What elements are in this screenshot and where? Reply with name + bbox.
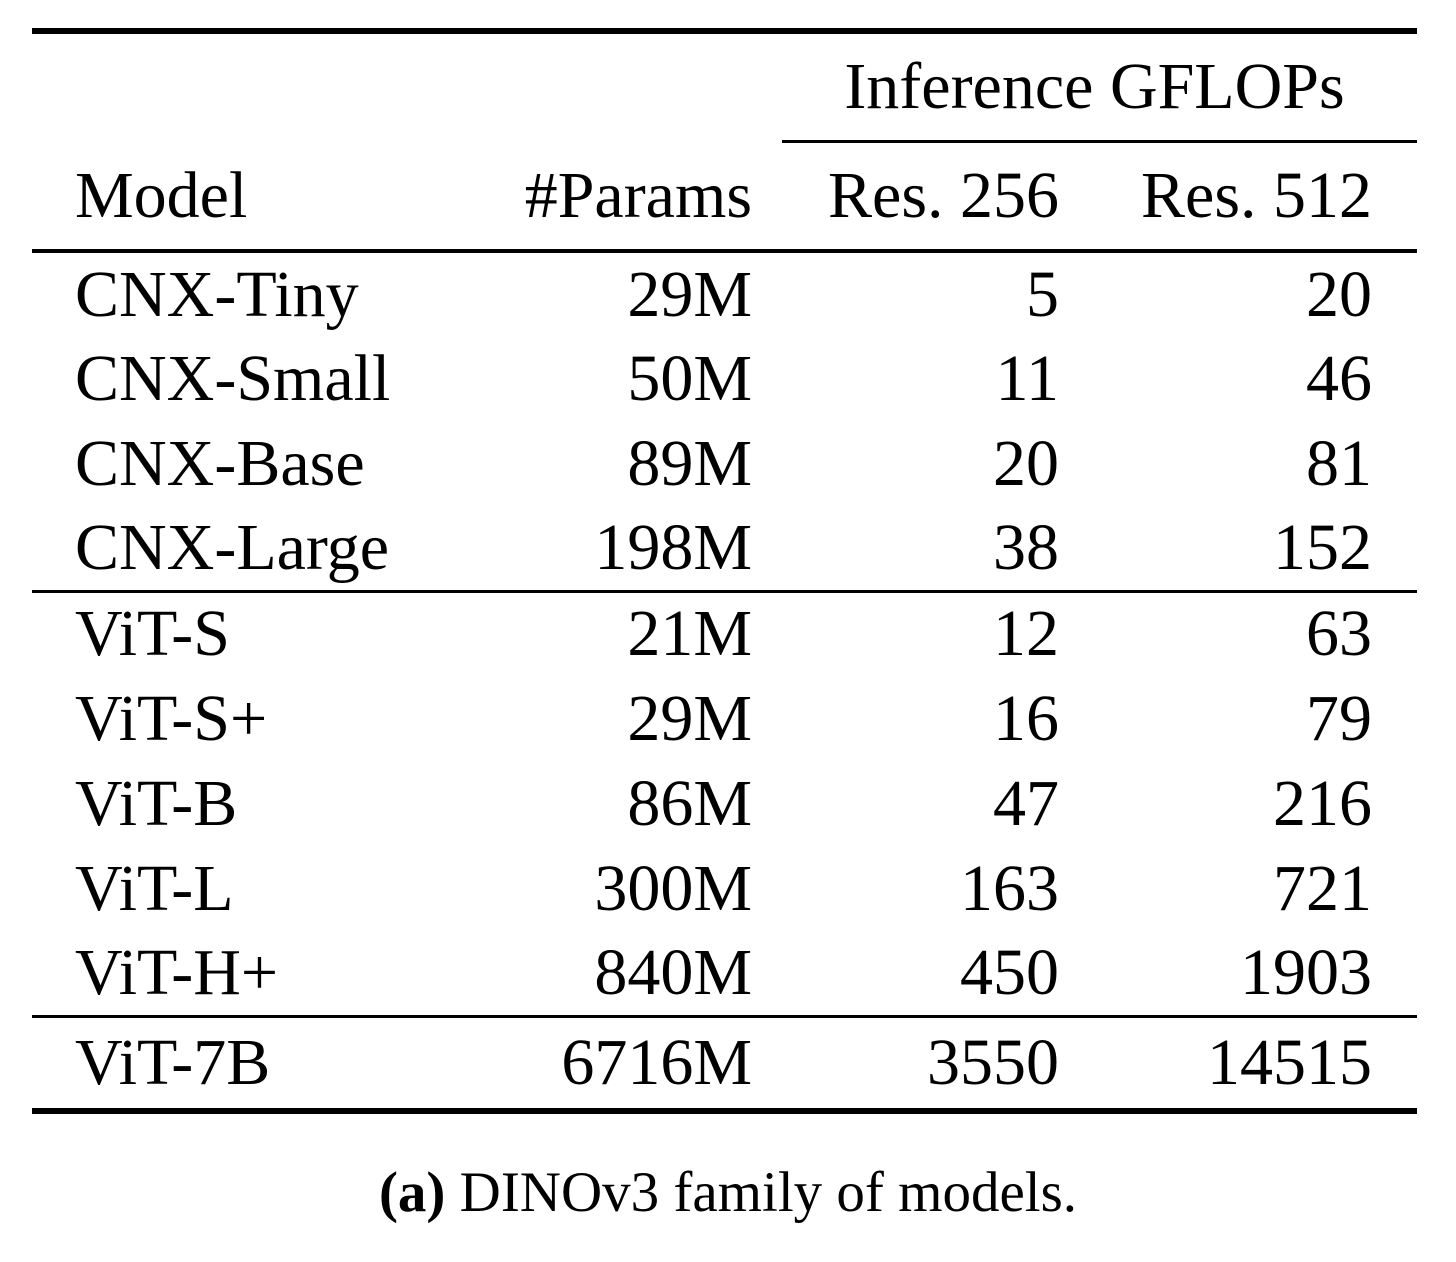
column-header-row: Model #Params Res. 256 Res. 512 xyxy=(32,143,1418,253)
params-cell: 198M xyxy=(594,510,752,584)
model-cell: ViT-H+ xyxy=(75,935,279,1009)
model-cell: ViT-7B xyxy=(32,1014,492,1111)
params-cell: 50M xyxy=(627,341,752,415)
res512-cell: 152 xyxy=(1273,510,1373,584)
res256-cell: 11 xyxy=(995,341,1059,415)
table-row-cnx-large: CNX-Large 198M 38 152 xyxy=(32,506,1417,591)
res256-cell: 16 xyxy=(993,681,1059,755)
model-cell: ViT-S+ xyxy=(75,681,268,755)
res512-cell: 14515 xyxy=(1059,1014,1418,1111)
caption-text: DINOv3 family of models. xyxy=(459,1161,1078,1224)
params-cell: 29M xyxy=(627,257,752,331)
res512-cell: 216 xyxy=(1273,766,1373,840)
table-row-vit-s-plus: ViT-S+ 29M 16 79 xyxy=(32,676,1417,761)
table-row-cnx-base: CNX-Base 89M 20 81 xyxy=(32,421,1417,506)
table-row-vit-s: ViT-S 21M 12 63 xyxy=(32,589,1418,676)
model-cell: ViT-S xyxy=(32,589,492,676)
model-cell: ViT-L xyxy=(75,851,234,925)
span-header-spacer xyxy=(32,31,752,143)
res512-cell: 721 xyxy=(1273,851,1373,925)
res512-cell: 63 xyxy=(1059,589,1418,676)
params-cell: 29M xyxy=(627,681,752,755)
span-header-cell: Inference GFLOPs xyxy=(752,31,1418,143)
res512-cell: 20 xyxy=(1306,257,1373,331)
res256-cell: 20 xyxy=(993,426,1059,500)
model-cell: ViT-B xyxy=(75,766,238,840)
res512-cell: 1903 xyxy=(1240,935,1373,1009)
res256-cell: 5 xyxy=(1026,257,1059,331)
column-header-res256: Res. 256 xyxy=(752,143,1059,253)
caption-label: (a) xyxy=(378,1161,446,1224)
model-table: Inference GFLOPs Model #Params Res. 256 … xyxy=(32,28,1418,1114)
column-header-model: Model xyxy=(32,143,492,253)
table-row-cnx-small: CNX-Small 50M 11 46 xyxy=(32,336,1417,421)
res256-cell: 47 xyxy=(993,766,1059,840)
res256-cell: 163 xyxy=(960,851,1059,925)
res512-cell: 46 xyxy=(1306,341,1373,415)
res256-cell: 3550 xyxy=(752,1014,1059,1111)
params-cell: 840M xyxy=(594,935,752,1009)
model-cell: CNX-Tiny xyxy=(75,257,359,331)
table-caption: (a) DINOv3 family of models. xyxy=(0,1160,1456,1225)
res512-cell: 81 xyxy=(1306,426,1373,500)
params-cell: 21M xyxy=(492,589,752,676)
table-row-vit-7b: ViT-7B 6716M 3550 14515 xyxy=(32,1014,1418,1111)
res256-cell: 450 xyxy=(960,935,1059,1009)
params-cell: 6716M xyxy=(492,1014,752,1111)
model-cell: CNX-Small xyxy=(75,341,391,415)
res256-cell: 38 xyxy=(993,510,1059,584)
res512-cell: 79 xyxy=(1306,681,1373,755)
table-row-cnx-tiny: CNX-Tiny 29M 5 20 xyxy=(32,251,1417,336)
model-cell: CNX-Large xyxy=(75,510,390,584)
column-header-params: #Params xyxy=(492,143,752,253)
params-cell: 86M xyxy=(627,766,752,840)
params-cell: 300M xyxy=(594,851,752,925)
params-cell: 89M xyxy=(627,426,752,500)
res256-cell: 12 xyxy=(752,589,1059,676)
model-cell: CNX-Base xyxy=(75,426,365,500)
table-row-vit-b: ViT-B 86M 47 216 xyxy=(32,761,1417,846)
span-header-label: Inference GFLOPs xyxy=(782,34,1418,143)
column-header-res512: Res. 512 xyxy=(1059,143,1418,253)
span-header-row: Inference GFLOPs xyxy=(32,31,1418,143)
table-row-vit-h-plus: ViT-H+ 840M 450 1903 xyxy=(32,931,1417,1016)
table-row-vit-l: ViT-L 300M 163 721 xyxy=(32,846,1417,931)
